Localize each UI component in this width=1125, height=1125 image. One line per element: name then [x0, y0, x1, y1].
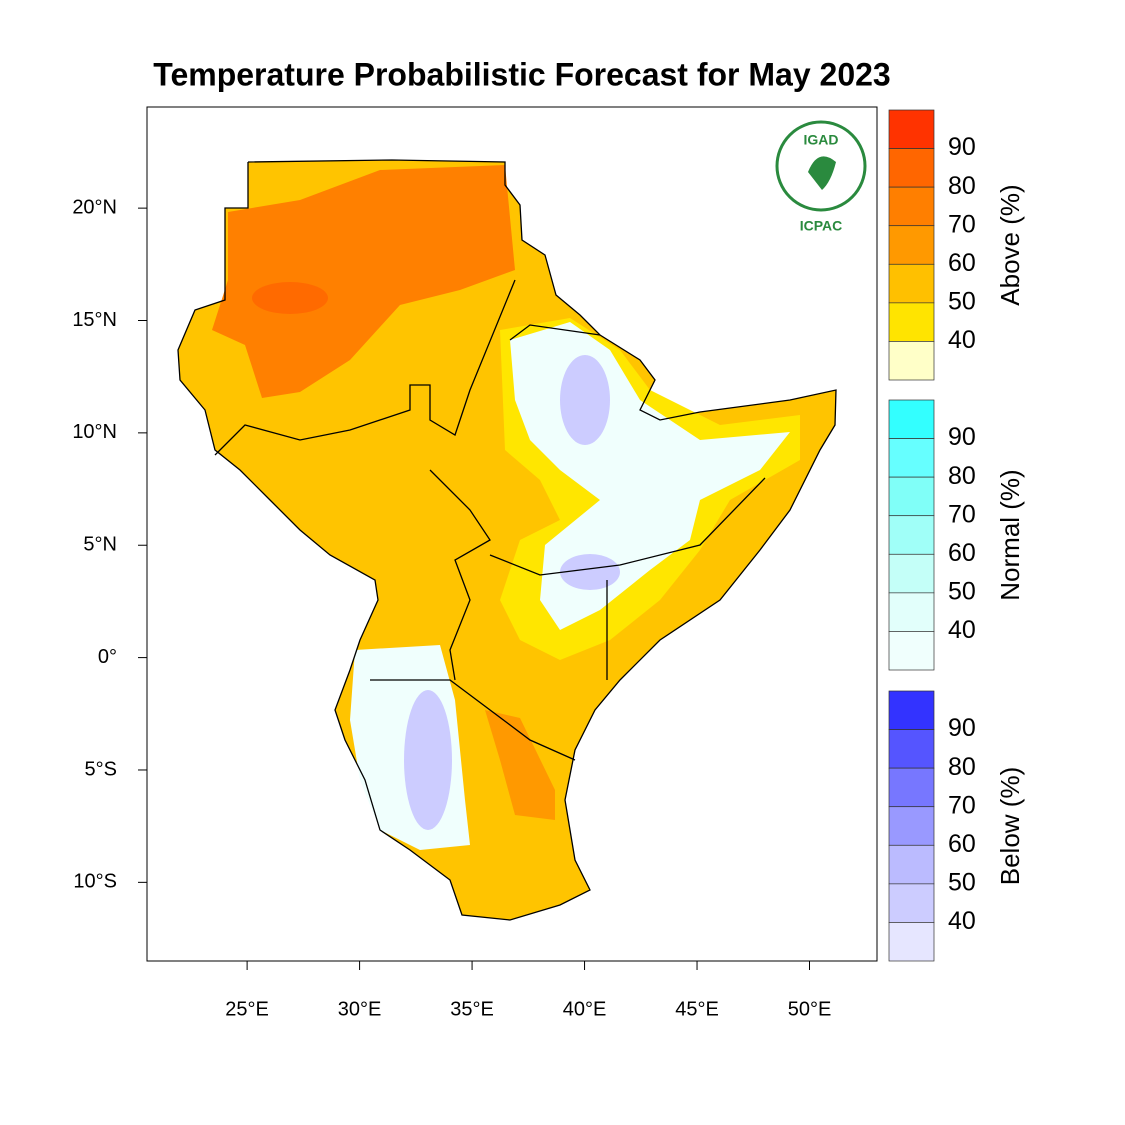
x-tick-label: 25°E — [225, 998, 269, 1020]
axes: 25°E 30°E 35°E 40°E 45°E 50°E 20°N 15°N 10°N 5°N 0… — [72, 196, 831, 1020]
colorbar-label: 60 — [948, 539, 976, 567]
colorbar-label: 40 — [948, 616, 976, 644]
colorbar-box — [888, 553, 935, 594]
region-below-50 — [404, 690, 452, 830]
y-tick-label: 0° — [98, 646, 117, 668]
colorbar-box — [888, 690, 935, 730]
y-tick-label: 20°N — [72, 196, 117, 218]
colorbar-box — [888, 438, 935, 478]
colorbar-box — [888, 767, 935, 808]
region-below-50 — [560, 355, 610, 445]
logo-top: IGAD — [804, 132, 839, 148]
colorbar-label: 40 — [948, 326, 976, 354]
colorbar-box — [888, 631, 935, 671]
x-tick-label: 45°E — [675, 998, 719, 1020]
colorbar-label: 80 — [948, 462, 976, 490]
colorbar-box — [888, 729, 935, 769]
colorbar-label: 90 — [948, 714, 976, 742]
y-tick-label: 5°S — [85, 758, 117, 780]
colorbar-label: 80 — [948, 753, 976, 781]
colorbar-box — [888, 883, 935, 923]
map-fill — [178, 160, 836, 920]
colorbars: 90 80 70 60 50 40 Above (%) 90 80 70 60 50 40 Normal … — [888, 109, 1025, 962]
borders — [177, 159, 837, 921]
region-above-80 — [252, 282, 328, 314]
colorbar-label: 70 — [948, 210, 976, 238]
colorbar-box — [888, 476, 935, 517]
colorbar-box — [888, 844, 935, 885]
y-tick-label: 10°N — [72, 421, 117, 443]
logo: IGAD ICPAC — [775, 120, 867, 234]
border — [429, 469, 491, 681]
colorbar-label: 70 — [948, 791, 976, 819]
colorbar-label: 50 — [948, 287, 976, 315]
colorbar-box — [888, 148, 935, 188]
colorbar-box — [888, 302, 935, 342]
border — [509, 324, 601, 341]
colorbar-label: 40 — [948, 907, 976, 935]
colorbar-label: 60 — [948, 249, 976, 277]
colorbar-label: 70 — [948, 500, 976, 528]
colorbar-title: Below (%) — [995, 767, 1025, 885]
y-tick-label: 15°N — [72, 309, 117, 331]
colorbar-label: 50 — [948, 868, 976, 896]
y-tick-label: 10°S — [73, 871, 117, 893]
colorbar-box — [888, 341, 935, 381]
colorbar-box — [888, 922, 935, 962]
colorbar-label: 90 — [948, 423, 976, 451]
colorbar-box — [888, 186, 935, 227]
colorbar-box — [888, 399, 935, 439]
x-tick-label: 50°E — [788, 998, 832, 1020]
colorbar-title: Normal (%) — [995, 469, 1025, 600]
x-tick-label: 40°E — [563, 998, 607, 1020]
colorbar-box — [888, 109, 935, 149]
region-above-60 — [485, 710, 555, 820]
colorbar-label: 90 — [948, 133, 976, 161]
x-tick-label: 35°E — [450, 998, 494, 1020]
region-above-70 — [212, 165, 515, 398]
colorbar-label: 60 — [948, 830, 976, 858]
colorbar-box — [888, 806, 935, 846]
logo-bottom: ICPAC — [800, 218, 843, 234]
region-below-50 — [560, 554, 620, 590]
border — [214, 279, 516, 456]
colorbar-box — [888, 515, 935, 555]
colorbar-box — [888, 225, 935, 265]
colorbar-box — [888, 592, 935, 632]
title: Temperature Probabilistic Forecast for M… — [153, 56, 890, 92]
border — [489, 477, 766, 576]
colorbar-title: Above (%) — [995, 184, 1025, 305]
y-tick-label: 5°N — [83, 534, 117, 556]
colorbar-label: 80 — [948, 172, 976, 200]
colorbar-label: 50 — [948, 577, 976, 605]
logo-map — [808, 156, 836, 190]
border — [370, 679, 576, 761]
colorbar-box — [888, 263, 935, 304]
x-tick-label: 30°E — [338, 998, 382, 1020]
